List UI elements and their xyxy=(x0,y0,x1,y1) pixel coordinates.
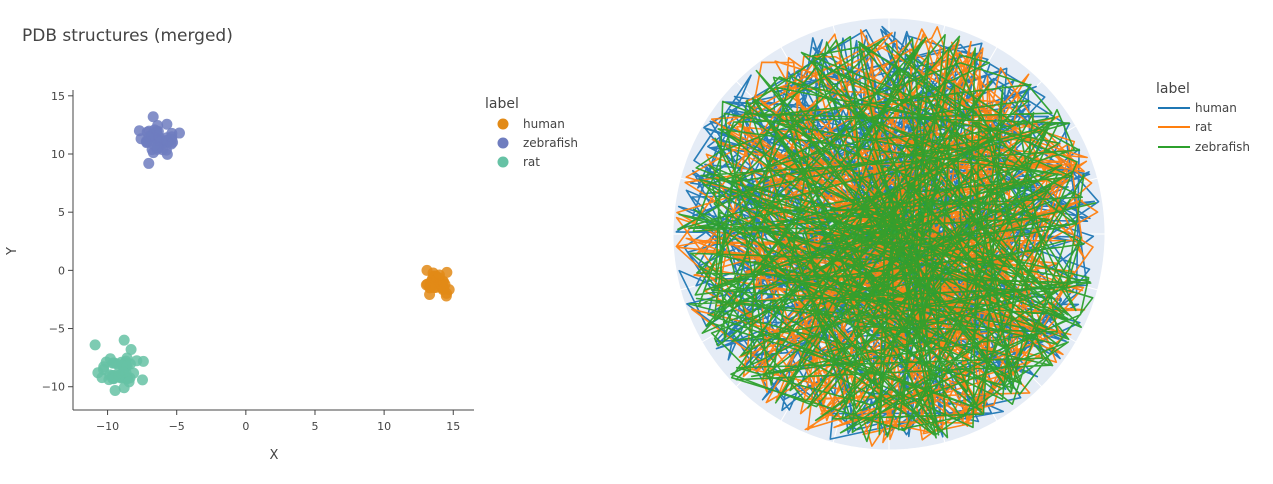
x-tick-label: −10 xyxy=(96,420,119,433)
scatter-legend-title: label xyxy=(485,96,519,112)
scatter-legend: label human zebrafish rat xyxy=(485,96,578,169)
x-tick-label: 0 xyxy=(242,420,249,433)
point-human xyxy=(433,269,445,281)
point-human xyxy=(424,282,436,294)
legend-item-human[interactable]: human xyxy=(497,117,565,131)
scatter-axes xyxy=(72,90,474,411)
point-rat xyxy=(123,376,135,388)
point-rat xyxy=(109,371,121,383)
y-tick-label: 15 xyxy=(51,90,65,103)
y-axis-label: Y xyxy=(5,247,20,256)
polar-legend-label-human: human xyxy=(1195,101,1237,115)
polar-legend-item-rat[interactable]: rat xyxy=(1158,120,1212,134)
point-zebrafish xyxy=(147,111,159,123)
point-zebrafish xyxy=(143,131,155,143)
polar-edge xyxy=(672,17,1106,451)
x-tick-label: 10 xyxy=(377,420,391,433)
point-rat xyxy=(136,374,148,386)
polar-legend: label human rat zebrafish xyxy=(1156,81,1250,154)
legend-item-rat[interactable]: rat xyxy=(497,155,541,169)
legend-marker-zebrafish xyxy=(497,137,509,149)
point-rat xyxy=(109,384,121,396)
point-zebrafish xyxy=(161,118,173,130)
y-tick-label: 0 xyxy=(58,264,65,277)
point-human xyxy=(439,278,451,290)
point-rat xyxy=(124,358,136,370)
polar-legend-label-rat: rat xyxy=(1195,120,1212,134)
x-axis-ticks: −10 −5 0 5 10 15 xyxy=(96,410,460,433)
point-rat xyxy=(137,355,149,367)
polar-legend-item-zebrafish[interactable]: zebrafish xyxy=(1158,140,1250,154)
polar-lines xyxy=(675,25,1100,447)
y-tick-label: 10 xyxy=(51,148,65,161)
legend-marker-rat xyxy=(497,156,509,168)
y-tick-label: −5 xyxy=(49,323,65,336)
polar-legend-item-human[interactable]: human xyxy=(1158,101,1237,115)
y-axis-ticks: −10 −5 0 5 10 15 xyxy=(42,90,73,394)
x-tick-label: 15 xyxy=(446,420,460,433)
point-rat xyxy=(89,339,101,351)
chart-title: PDB structures (merged) xyxy=(22,26,233,46)
x-axis-label: X xyxy=(270,448,279,463)
x-tick-label: 5 xyxy=(311,420,318,433)
y-tick-label: −10 xyxy=(42,381,65,394)
legend-label-human: human xyxy=(523,117,565,131)
point-rat xyxy=(104,353,116,365)
point-zebrafish xyxy=(173,127,185,139)
polar-legend-title: label xyxy=(1156,81,1190,97)
polar-line-zebrafish xyxy=(677,34,1097,443)
legend-label-rat: rat xyxy=(523,155,540,169)
point-rat xyxy=(92,367,104,379)
legend-marker-human xyxy=(497,118,509,130)
point-rat xyxy=(125,343,137,355)
legend-item-zebrafish[interactable]: zebrafish xyxy=(497,136,579,150)
point-zebrafish xyxy=(133,125,145,137)
point-zebrafish xyxy=(148,139,160,151)
point-zebrafish xyxy=(143,157,155,169)
point-human xyxy=(421,264,433,276)
point-rat xyxy=(118,334,130,346)
polar-legend-label-zebrafish: zebrafish xyxy=(1195,140,1250,154)
x-tick-label: −5 xyxy=(169,420,185,433)
point-human xyxy=(440,290,452,302)
legend-label-zebrafish: zebrafish xyxy=(523,136,578,150)
y-tick-label: 5 xyxy=(58,206,65,219)
scatter-points xyxy=(89,111,455,396)
point-zebrafish xyxy=(167,136,179,148)
